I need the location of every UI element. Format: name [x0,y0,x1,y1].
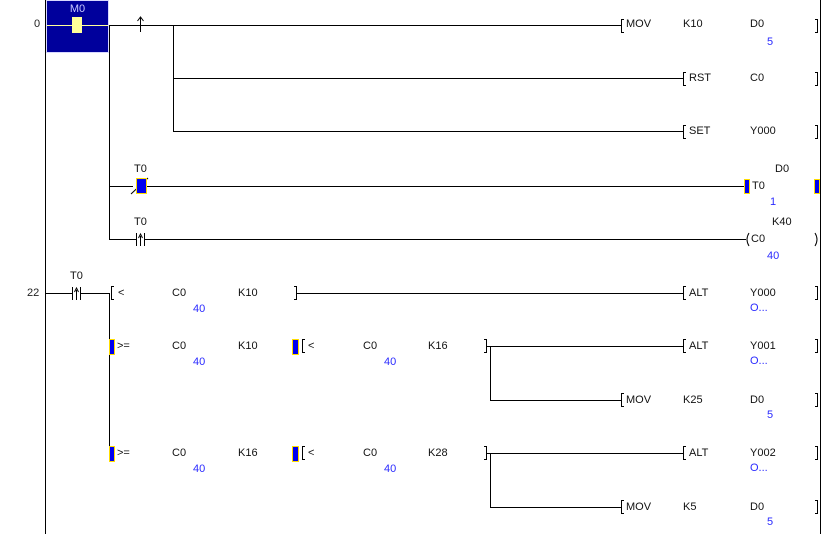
coil-t0[interactable]: T0 [752,180,765,192]
coil-c0[interactable]: C0 [751,233,766,245]
mov-dst: D0 [750,501,765,513]
alt-device: Y000 [750,287,776,299]
cmp-a-value: 40 [384,463,397,475]
cmp-energized-icon [109,339,115,355]
timer-value: 1 [770,196,777,208]
instr-rst[interactable]: RST [689,72,711,84]
cmp-a: C0 [172,340,187,352]
alt-value: O... [750,355,768,367]
contact-t0-label[interactable]: T0 [70,270,83,282]
mov-src: K25 [683,394,703,406]
cmp-op[interactable]: < [308,340,315,352]
timer-setting: D0 [775,163,790,175]
cmp-energized-icon [292,339,299,355]
cmp-op[interactable]: < [308,447,315,459]
cmp-op[interactable]: >= [117,340,130,352]
cmp-a-value: 40 [384,356,397,368]
alt-value: O... [750,462,768,474]
cmp-a: C0 [363,340,378,352]
instr-alt[interactable]: ALT [689,447,709,459]
set-device: Y000 [750,125,776,137]
energized-contact-icon [72,17,82,33]
coil-close-icon [814,179,820,194]
cmp-op[interactable]: >= [117,447,130,459]
instr-mov[interactable]: MOV [626,501,652,513]
contact-device: M0 [69,3,86,15]
mov-dst-value: 5 [767,36,774,48]
cmp-b: K16 [428,340,448,352]
step-number: 0 [34,18,41,30]
mov-dst: D0 [750,394,765,406]
cmp-a: C0 [363,447,378,459]
cmp-a: C0 [172,447,187,459]
cmp-b: K10 [238,287,258,299]
mov-src: K10 [683,18,703,30]
counter-value: 40 [767,250,780,262]
cmp-op[interactable]: < [118,287,125,299]
alt-value: O... [750,302,768,314]
instr-set[interactable]: SET [689,125,711,137]
alt-device: Y001 [750,340,776,352]
cmp-energized-icon [292,446,299,462]
mov-dst-value: 5 [767,409,774,421]
coil-open-icon [744,179,750,194]
alt-device: Y002 [750,447,776,459]
mov-dst: D0 [750,18,765,30]
cmp-a-value: 40 [193,356,206,368]
contact-m0-selected[interactable]: M0 [46,0,109,53]
cmp-b: K16 [238,447,258,459]
step-number: 22 [27,287,40,299]
rst-device: C0 [750,72,765,84]
contact-t0-pulse-label[interactable]: T0 [134,216,147,228]
mov-dst-value: 5 [767,516,774,528]
instr-alt[interactable]: ALT [689,287,709,299]
instr-alt[interactable]: ALT [689,340,709,352]
cmp-b: K28 [428,447,448,459]
cmp-a-value: 40 [193,303,206,315]
cmp-a-value: 40 [193,463,206,475]
cmp-energized-icon [109,446,115,462]
cmp-b: K10 [238,340,258,352]
instr-mov[interactable]: MOV [626,394,652,406]
contact-t0-label: T0 [134,163,147,175]
cmp-a: C0 [172,287,187,299]
nc-contact-t0[interactable] [136,178,147,194]
counter-setting: K40 [772,216,792,228]
mov-src: K5 [683,501,697,513]
instr-mov[interactable]: MOV [626,18,652,30]
